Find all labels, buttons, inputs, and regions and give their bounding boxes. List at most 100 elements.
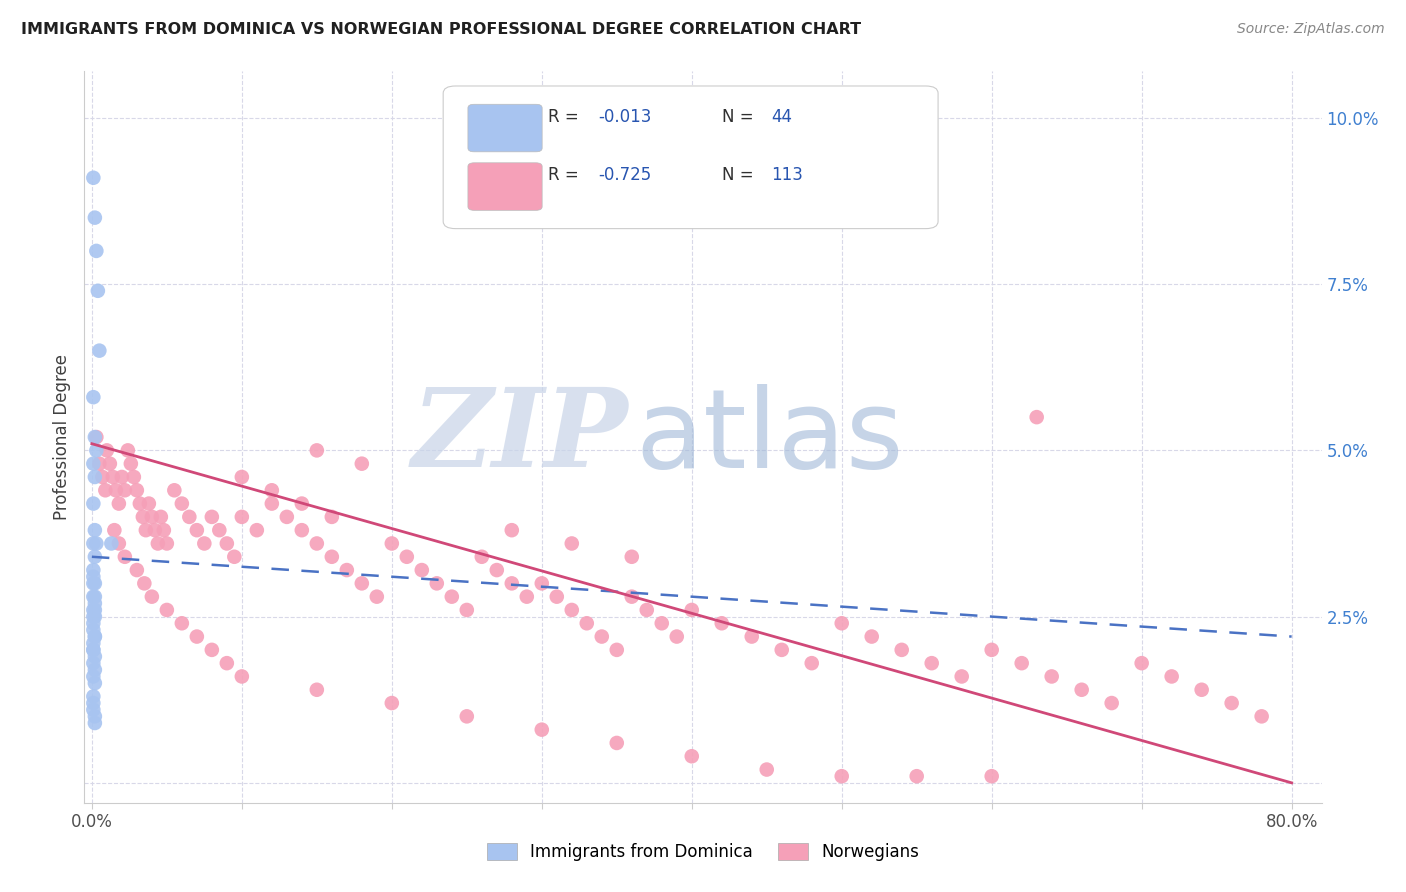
FancyBboxPatch shape: [468, 104, 543, 152]
Point: [665, 630, 688, 644]
Point: [456, 603, 478, 617]
Point: [132, 509, 155, 524]
Point: [82, 636, 104, 650]
Text: atlas: atlas: [636, 384, 904, 491]
Point: [82, 669, 104, 683]
Point: [575, 616, 598, 631]
Point: [83, 649, 105, 664]
Point: [921, 656, 943, 670]
Point: [82, 616, 104, 631]
Point: [103, 523, 125, 537]
Point: [831, 616, 853, 631]
Point: [606, 736, 628, 750]
Point: [83, 709, 105, 723]
Point: [82, 170, 104, 185]
Point: [224, 549, 246, 564]
Point: [86, 430, 108, 444]
Point: [104, 483, 127, 498]
Point: [120, 457, 142, 471]
Point: [125, 483, 148, 498]
Point: [82, 570, 104, 584]
Text: Source: ZipAtlas.com: Source: ZipAtlas.com: [1237, 22, 1385, 37]
Point: [82, 690, 104, 704]
Legend: Immigrants from Dominica, Norwegians: Immigrants from Dominica, Norwegians: [481, 836, 925, 868]
Point: [336, 563, 359, 577]
Point: [146, 536, 169, 550]
Point: [82, 563, 104, 577]
Point: [83, 676, 105, 690]
Point: [134, 576, 156, 591]
Text: 113: 113: [770, 166, 803, 185]
Point: [800, 656, 823, 670]
Point: [1070, 682, 1092, 697]
Point: [381, 536, 404, 550]
Point: [141, 509, 163, 524]
Point: [89, 457, 111, 471]
Point: [111, 470, 134, 484]
Point: [91, 470, 114, 484]
Point: [260, 483, 283, 498]
Point: [82, 497, 104, 511]
Point: [82, 643, 104, 657]
Point: [305, 536, 328, 550]
Text: R =: R =: [548, 166, 585, 185]
Point: [82, 590, 104, 604]
Point: [905, 769, 928, 783]
Point: [149, 509, 172, 524]
Point: [163, 483, 186, 498]
Point: [501, 523, 523, 537]
Point: [186, 523, 208, 537]
Point: [143, 523, 166, 537]
Point: [1250, 709, 1272, 723]
Point: [366, 590, 388, 604]
Point: [201, 643, 224, 657]
Point: [83, 630, 105, 644]
Point: [741, 630, 763, 644]
Point: [208, 523, 231, 537]
Point: [350, 576, 373, 591]
Point: [231, 669, 253, 683]
Point: [1191, 682, 1213, 697]
Point: [89, 343, 111, 358]
Point: [291, 497, 314, 511]
Point: [193, 536, 215, 550]
Point: [831, 769, 853, 783]
Point: [117, 443, 139, 458]
Point: [128, 497, 150, 511]
Point: [82, 576, 104, 591]
Point: [950, 669, 973, 683]
Point: [86, 536, 108, 550]
Point: [561, 536, 583, 550]
Point: [321, 549, 343, 564]
Point: [246, 523, 269, 537]
Point: [83, 430, 105, 444]
Point: [860, 630, 883, 644]
Point: [108, 497, 131, 511]
Point: [305, 682, 328, 697]
Point: [141, 590, 163, 604]
Point: [170, 616, 193, 631]
Point: [83, 603, 105, 617]
Point: [395, 549, 418, 564]
Point: [96, 443, 118, 458]
Point: [179, 509, 201, 524]
Point: [501, 576, 523, 591]
Point: [82, 457, 104, 471]
Point: [86, 244, 108, 258]
Point: [122, 470, 145, 484]
Point: [138, 497, 160, 511]
Point: [125, 563, 148, 577]
Point: [156, 536, 179, 550]
Point: [82, 390, 104, 404]
Point: [231, 470, 253, 484]
Point: [83, 716, 105, 731]
Point: [530, 576, 553, 591]
Text: N =: N =: [721, 166, 758, 185]
Text: ZIP: ZIP: [412, 384, 628, 491]
Text: -0.013: -0.013: [598, 108, 651, 126]
Point: [98, 457, 121, 471]
Point: [710, 616, 733, 631]
Point: [561, 603, 583, 617]
Point: [1130, 656, 1153, 670]
Point: [153, 523, 176, 537]
